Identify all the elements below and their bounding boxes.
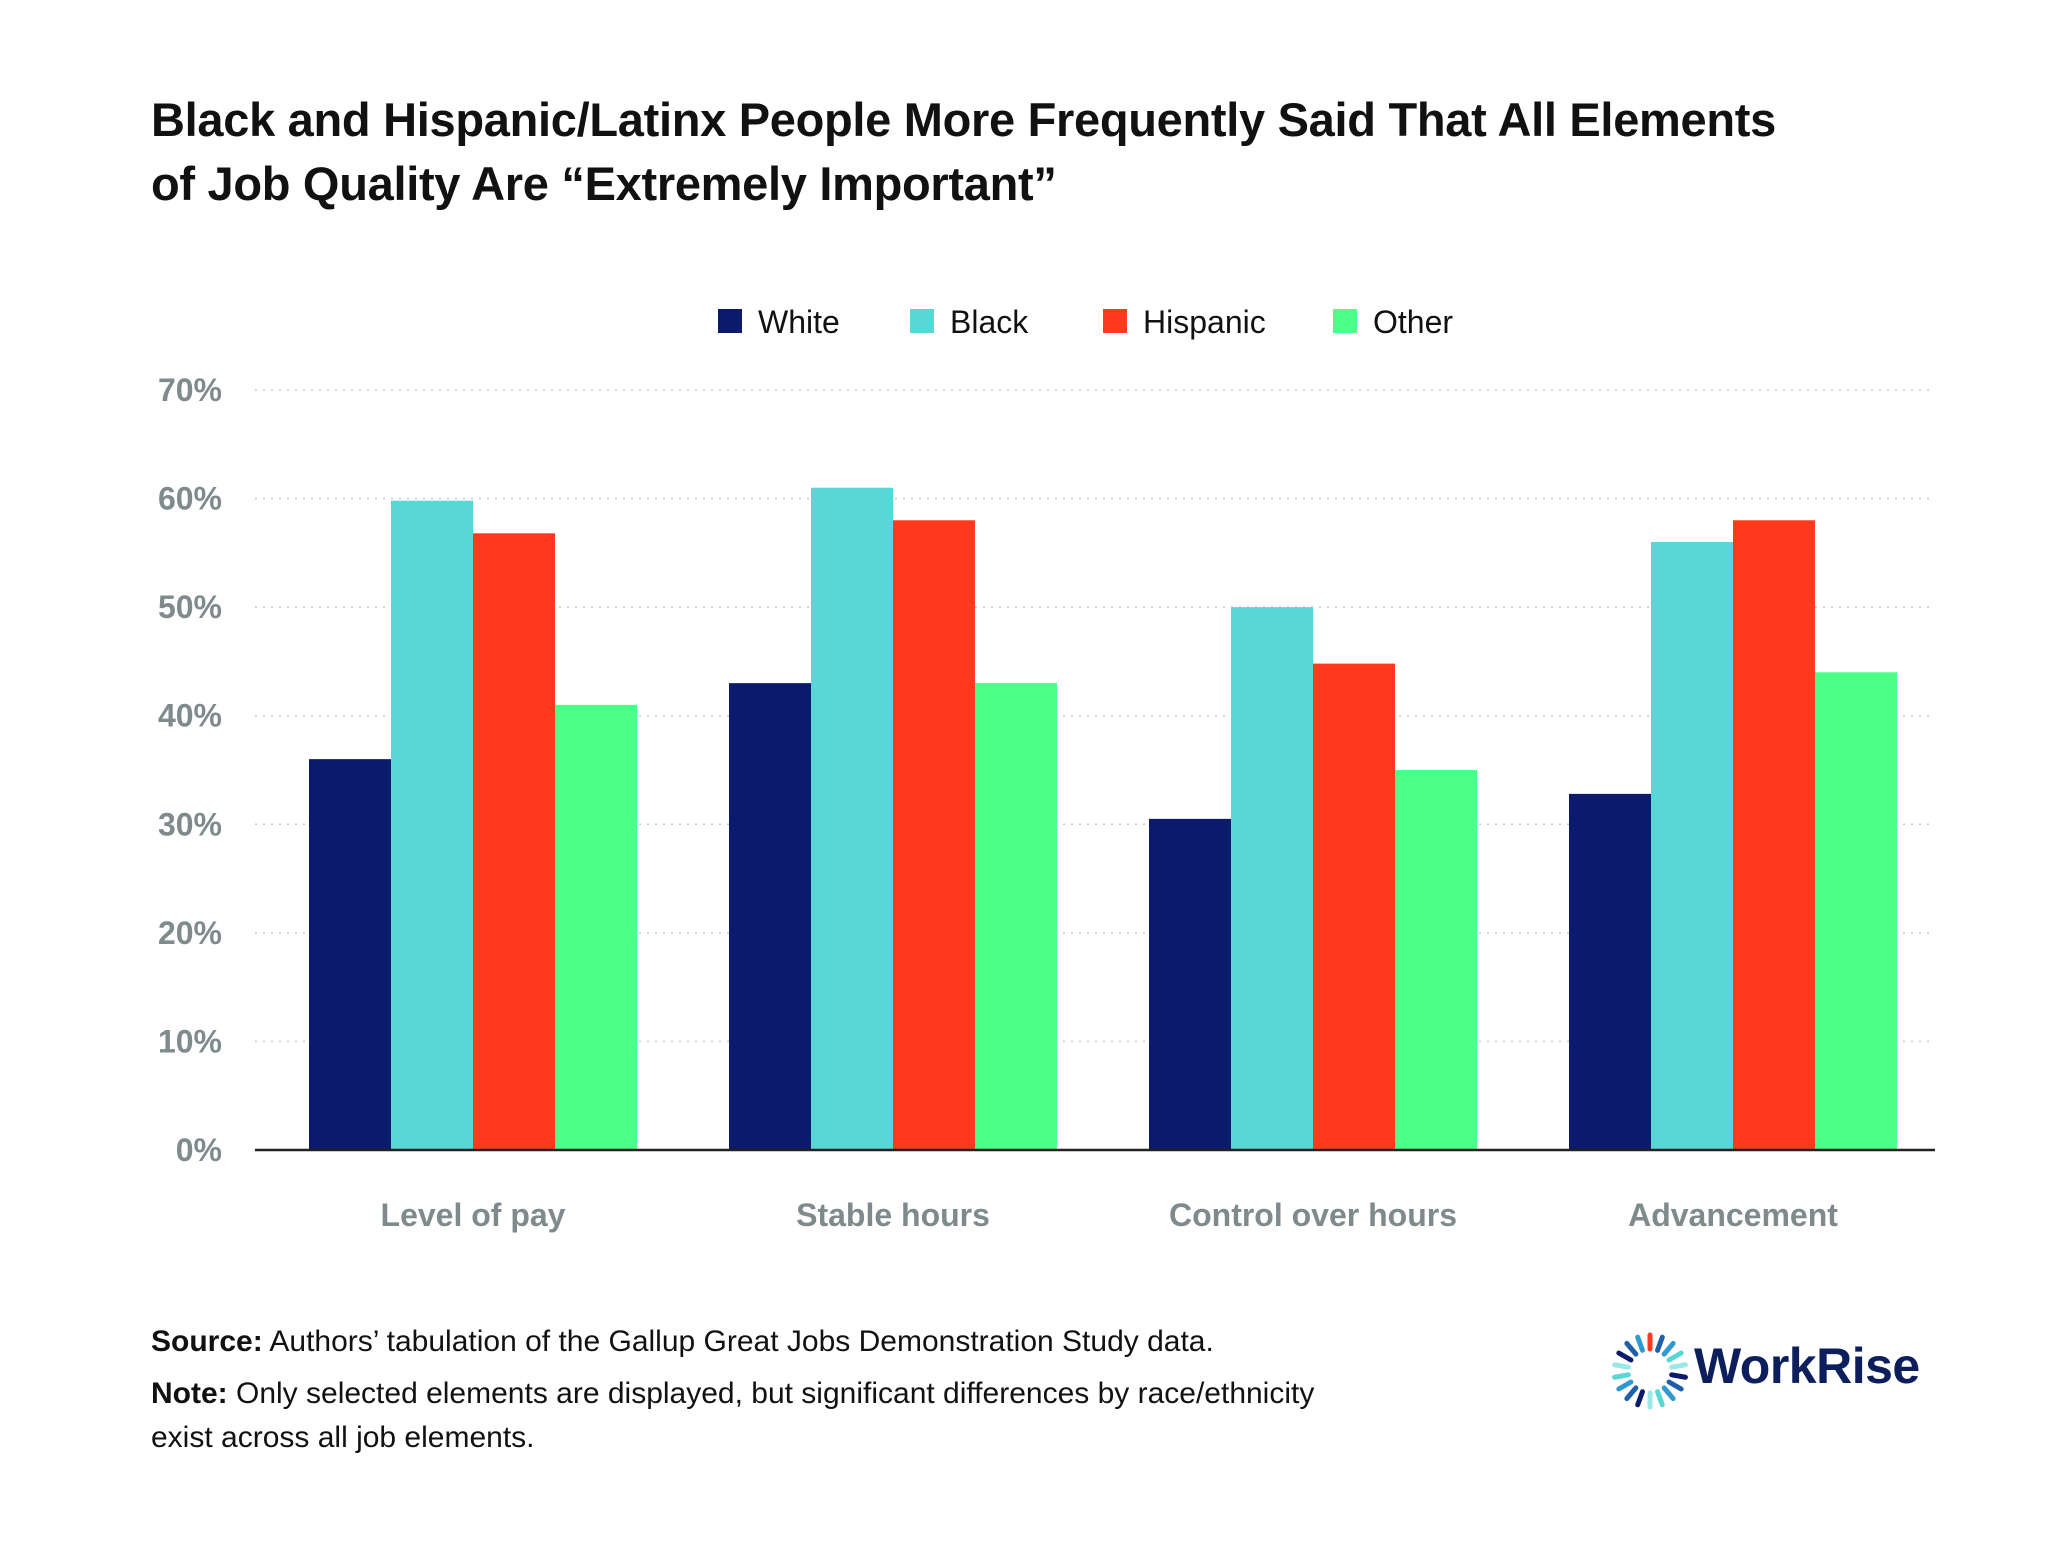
y-tick-label: 0% xyxy=(176,1132,222,1168)
bar-black xyxy=(1231,607,1313,1150)
logo-ray xyxy=(1661,1340,1676,1357)
workrise-sunburst-icon xyxy=(1612,1332,1688,1410)
chart-footer: Source: Authors’ tabulation of the Gallu… xyxy=(151,1320,1451,1460)
legend-label-black: Black xyxy=(950,304,1029,340)
title-line-2: of Job Quality Are “Extremely Important” xyxy=(151,157,1057,210)
workrise-logo[interactable]: WorkRise xyxy=(1612,1325,1942,1415)
bar-white xyxy=(309,759,391,1150)
logo-ray xyxy=(1666,1350,1684,1363)
logo-ray xyxy=(1669,1372,1688,1380)
logo-ray xyxy=(1655,1389,1665,1408)
y-tick-label: 70% xyxy=(158,372,222,408)
logo-ray xyxy=(1616,1350,1634,1363)
logo-wordmark: WorkRise xyxy=(1694,1338,1920,1394)
bar-other xyxy=(975,683,1057,1150)
legend-swatch-white xyxy=(718,309,742,333)
bar-white xyxy=(1149,818,1231,1150)
legend-swatch-other xyxy=(1333,309,1357,333)
logo-ray xyxy=(1635,1389,1645,1408)
title-line-1: Black and Hispanic/Latinx People More Fr… xyxy=(151,93,1776,146)
note-text-1: Only selected elements are displayed, bu… xyxy=(227,1377,1315,1410)
logo-ray xyxy=(1655,1334,1665,1353)
x-tick-label: Advancement xyxy=(1628,1197,1838,1233)
bar-chart: 0% 10% 20% 30% 40% 50% 60% 70% Level of pay Stabl… xyxy=(158,304,1935,1233)
logo-ray xyxy=(1666,1379,1684,1392)
legend-swatch-black xyxy=(910,309,934,333)
logo-ray xyxy=(1616,1379,1634,1392)
source-label: Source: xyxy=(151,1325,263,1358)
bar-black xyxy=(811,487,893,1150)
legend-swatch-hispanic xyxy=(1103,309,1127,333)
x-tick-label: Control over hours xyxy=(1169,1197,1457,1233)
y-tick-label: 10% xyxy=(158,1023,222,1059)
chart-title: Black and Hispanic/Latinx People More Fr… xyxy=(151,88,1951,216)
y-tick-label: 20% xyxy=(158,915,222,951)
y-tick-label: 50% xyxy=(158,589,222,625)
bar-hispanic xyxy=(893,520,975,1150)
bar-hispanic xyxy=(473,533,555,1150)
bar-other xyxy=(555,704,637,1150)
x-tick-label: Level of pay xyxy=(381,1197,566,1233)
y-tick-label: 40% xyxy=(158,698,222,734)
bar-white xyxy=(729,683,811,1150)
legend-label-other: Other xyxy=(1373,304,1453,340)
legend-label-hispanic: Hispanic xyxy=(1143,304,1266,340)
logo-ray xyxy=(1635,1334,1645,1353)
note-label: Note: xyxy=(151,1377,228,1410)
logo-ray xyxy=(1612,1362,1631,1370)
logo-ray xyxy=(1661,1385,1676,1402)
bar-white xyxy=(1569,793,1651,1150)
note-text-2: exist across all job elements. xyxy=(151,1421,535,1454)
source-note: Source: Authors’ tabulation of the Gallu… xyxy=(151,1320,1451,1364)
legend-label-white: White xyxy=(758,304,840,340)
bar-black xyxy=(1651,542,1733,1150)
logo-ray xyxy=(1624,1340,1639,1357)
logo-ray xyxy=(1624,1385,1639,1402)
x-tick-label: Stable hours xyxy=(796,1197,990,1233)
y-tick-label: 30% xyxy=(158,806,222,842)
note: Note: Only selected elements are display… xyxy=(151,1372,1451,1460)
logo-ray xyxy=(1669,1362,1688,1370)
bar-other xyxy=(1815,672,1897,1150)
bar-hispanic xyxy=(1733,520,1815,1150)
bar-black xyxy=(391,500,473,1150)
bar-other xyxy=(1395,770,1477,1150)
bar-hispanic xyxy=(1313,663,1395,1150)
logo-ray xyxy=(1612,1372,1631,1380)
source-text: Authors’ tabulation of the Gallup Great … xyxy=(262,1325,1214,1358)
y-tick-label: 60% xyxy=(158,481,222,517)
